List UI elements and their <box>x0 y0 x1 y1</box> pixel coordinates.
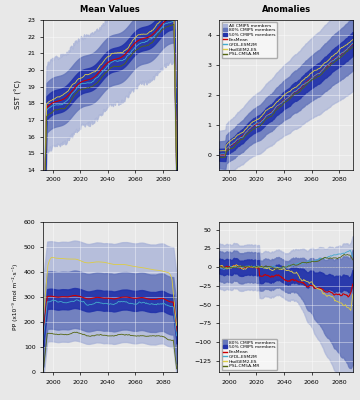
Title: Anomalies: Anomalies <box>261 5 311 14</box>
Title: Mean Values: Mean Values <box>80 5 140 14</box>
Legend: All CMIP5 members, 80% CMIP5 members, 50% CMIP5 members, EnsMean, GFDL-ESM2M, Ha: All CMIP5 members, 80% CMIP5 members, 50… <box>221 22 276 58</box>
Y-axis label: PP (x10⁻⁹ mol m⁻²·s⁻¹): PP (x10⁻⁹ mol m⁻²·s⁻¹) <box>12 264 18 330</box>
Legend: 80% CMIP5 members, 50% CMIP5 members, EnsMean, GFDL-ESM2M, HadGEM2-ES, IPSL-CM5A: 80% CMIP5 members, 50% CMIP5 members, En… <box>221 339 276 370</box>
Y-axis label: SST (°C): SST (°C) <box>15 80 22 109</box>
